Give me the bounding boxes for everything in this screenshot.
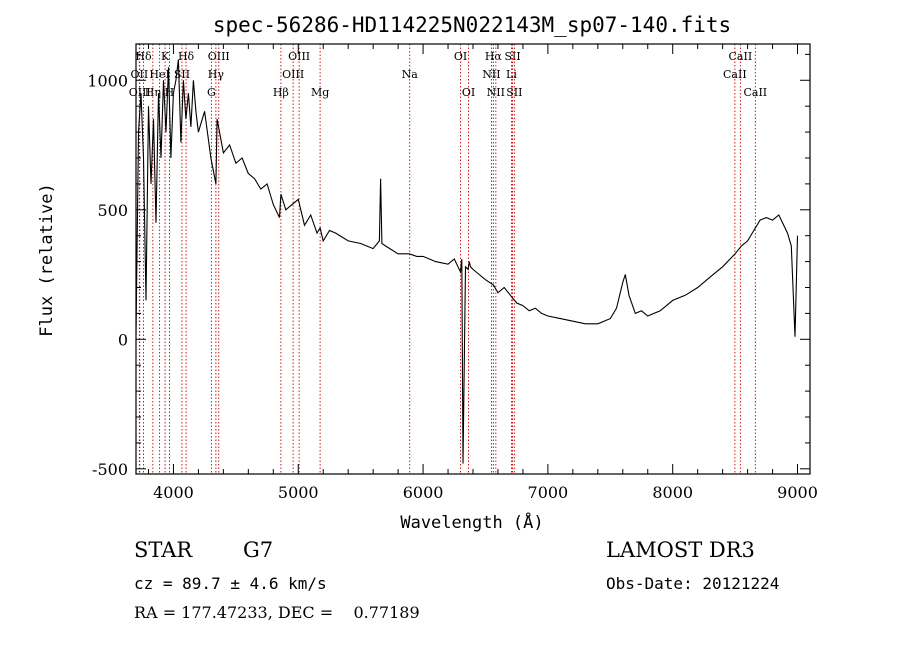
plot-frame	[135, 43, 811, 475]
spectral-line-label: K	[161, 50, 170, 63]
x-tick-label: 9000	[777, 483, 818, 502]
y-tick-label: 0	[118, 330, 128, 349]
spectral-line-label: Hα	[485, 50, 503, 63]
spectral-line-label: SII	[504, 50, 520, 63]
coordinates: RA = 177.47233, DEC = 0.77189	[134, 603, 420, 622]
x-tick-label: 8000	[652, 483, 693, 502]
spectral-line-label: SII	[506, 86, 522, 99]
spectrum-chart: spec-56286-HD114225N022143M_sp07-140.fit…	[37, 13, 818, 533]
x-tick-label: 5000	[278, 483, 319, 502]
spectral-line-label: CaII	[723, 68, 747, 81]
spectral-line-label: SII	[174, 68, 190, 81]
spectral-line-label: HeI	[149, 68, 169, 81]
y-tick-label: 500	[97, 201, 128, 220]
x-tick-label: 7000	[528, 483, 569, 502]
spectral-line-label: OI	[462, 86, 475, 99]
spectral-line-label: Na	[402, 68, 419, 81]
axis-ticks: 4000 5000 6000 7000 8000 9000 -500 0 500 1000	[87, 44, 818, 502]
y-axis-label: Flux (relative)	[37, 183, 57, 337]
spectral-line-label: Hδ	[135, 50, 152, 63]
redshift-readout: cz = 89.7 ± 4.6 km/s	[134, 574, 327, 593]
object-class: STAR	[134, 538, 193, 562]
y-tick-label: -500	[92, 460, 128, 479]
spectral-line-label: G	[207, 86, 216, 99]
x-tick-label: 6000	[403, 483, 444, 502]
spectral-line-label: OII	[131, 68, 149, 81]
y-tick-label: 1000	[87, 71, 128, 90]
spectral-line-label: Hγ	[208, 68, 225, 81]
spectral-line-label: Hη	[145, 86, 161, 99]
spectrum-line	[135, 59, 799, 464]
obs-date: Obs-Date: 20121224	[606, 574, 780, 593]
spectral-line-label: OIII	[282, 68, 304, 81]
spectral-line-label: CaII	[729, 50, 753, 63]
spectral-line-label: OIII	[208, 50, 230, 63]
spectral-line-label: OIII	[288, 50, 310, 63]
x-tick-label: 4000	[153, 483, 194, 502]
spectral-line-label: NII	[487, 86, 505, 99]
survey-name: LAMOST DR3	[606, 538, 755, 562]
spectral-line-label: Mg	[311, 86, 329, 99]
spectral-line-label: Li	[506, 68, 517, 81]
subclass: G7	[243, 538, 274, 562]
x-axis-label: Wavelength (Å)	[400, 511, 543, 533]
spectral-line-label: Hδ	[178, 50, 195, 63]
chart-title: spec-56286-HD114225N022143M_sp07-140.fit…	[213, 13, 731, 37]
spectral-line-label: NII	[482, 68, 500, 81]
spectral-line-label: Hβ	[273, 86, 289, 99]
spectral-line-label: OI	[454, 50, 467, 63]
spectral-line-label: OIII	[129, 86, 151, 99]
spectral-line-label: CaII	[743, 86, 767, 99]
